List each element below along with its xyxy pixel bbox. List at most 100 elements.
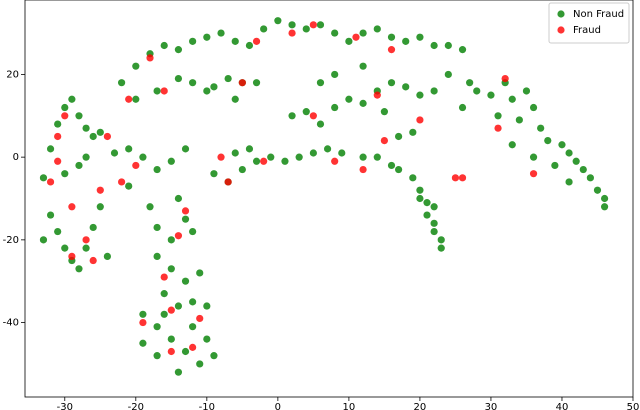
point xyxy=(46,211,55,219)
point xyxy=(203,87,211,95)
point xyxy=(39,174,48,182)
point xyxy=(302,25,310,33)
point xyxy=(174,74,183,83)
point xyxy=(373,25,381,33)
x-tick-label: 20 xyxy=(414,402,427,410)
point xyxy=(331,70,339,79)
point xyxy=(352,33,360,41)
point xyxy=(181,277,190,285)
point xyxy=(252,157,261,165)
point xyxy=(210,83,218,91)
point xyxy=(231,149,239,157)
point xyxy=(437,236,445,244)
point xyxy=(267,153,275,161)
point xyxy=(217,153,225,161)
point xyxy=(529,103,538,112)
point xyxy=(196,269,204,277)
point xyxy=(181,207,190,215)
point xyxy=(75,112,83,120)
point xyxy=(82,153,90,161)
point xyxy=(593,186,602,194)
point xyxy=(160,273,168,281)
x-tick-label: -30 xyxy=(57,402,73,410)
point xyxy=(68,252,76,260)
point xyxy=(181,145,190,153)
point xyxy=(96,203,104,211)
point xyxy=(238,79,246,87)
point xyxy=(203,33,211,41)
point xyxy=(466,79,474,87)
point xyxy=(54,120,62,128)
point xyxy=(146,54,154,62)
point xyxy=(430,203,438,211)
point xyxy=(331,103,339,112)
point xyxy=(288,29,296,37)
point xyxy=(153,87,161,95)
point xyxy=(565,149,573,157)
point xyxy=(402,83,410,91)
point xyxy=(39,236,48,244)
point xyxy=(458,103,467,112)
point xyxy=(302,108,310,116)
point xyxy=(167,236,175,244)
point xyxy=(189,79,197,87)
point xyxy=(416,33,424,41)
point xyxy=(181,215,190,223)
point xyxy=(387,46,396,54)
point xyxy=(174,232,183,240)
point xyxy=(153,223,161,232)
legend-marker xyxy=(557,10,565,18)
point xyxy=(125,182,133,190)
point xyxy=(494,112,502,120)
point xyxy=(189,298,197,306)
point xyxy=(508,141,516,149)
point xyxy=(458,174,467,182)
legend-label: Non Fraud xyxy=(573,9,624,20)
point xyxy=(458,46,467,54)
point xyxy=(96,186,104,194)
point xyxy=(522,87,531,95)
point xyxy=(160,310,168,318)
point xyxy=(245,145,254,153)
point xyxy=(167,157,175,165)
point xyxy=(189,343,197,351)
point xyxy=(529,170,538,178)
legend-marker xyxy=(557,26,565,34)
point xyxy=(260,25,268,33)
point xyxy=(54,227,62,236)
point xyxy=(139,339,147,347)
point xyxy=(210,170,218,178)
point xyxy=(167,335,175,343)
point xyxy=(416,186,424,194)
point xyxy=(423,211,431,219)
point xyxy=(153,252,161,260)
y-tick-label: -40 xyxy=(3,318,19,329)
point xyxy=(338,149,346,157)
point xyxy=(139,310,147,318)
point xyxy=(551,161,559,170)
point xyxy=(473,87,481,95)
point xyxy=(96,128,104,136)
point xyxy=(345,95,353,103)
point xyxy=(174,302,183,310)
point xyxy=(46,145,55,153)
point xyxy=(508,95,516,103)
point xyxy=(323,145,332,153)
point xyxy=(252,79,261,87)
x-tick-label: 50 xyxy=(627,402,640,410)
point xyxy=(238,165,246,174)
point xyxy=(387,79,396,87)
point xyxy=(288,112,296,120)
point xyxy=(231,95,239,103)
point xyxy=(117,178,126,186)
point xyxy=(89,132,97,141)
point xyxy=(402,37,410,45)
point xyxy=(82,244,90,252)
point xyxy=(416,116,424,124)
x-tick-label: 30 xyxy=(485,402,498,410)
point xyxy=(117,79,126,87)
point xyxy=(167,265,175,273)
y-tick-label: 20 xyxy=(6,69,19,80)
point xyxy=(444,70,452,79)
